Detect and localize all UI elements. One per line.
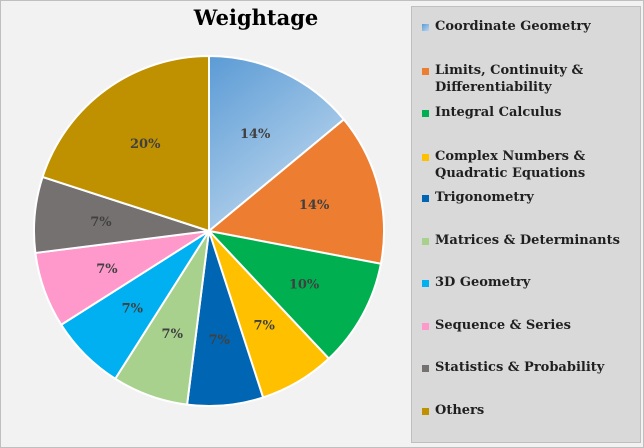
legend-swatch <box>422 110 429 117</box>
legend-swatch <box>422 195 429 202</box>
legend-swatch <box>422 280 429 287</box>
legend-label-line: Trigonometry <box>435 190 534 205</box>
legend-label-line: Sequence & Series <box>435 318 571 333</box>
legend-label: Trigonometry <box>435 189 635 206</box>
pie-slice-10 <box>41 54 210 233</box>
legend-label: Others <box>435 402 635 419</box>
slice-data-label-8: 7% <box>96 262 118 277</box>
slice-data-label-9: 7% <box>90 215 112 230</box>
legend-label-line: 3D Geometry <box>435 275 531 290</box>
legend-label: Statistics & Probability <box>435 359 635 376</box>
legend-label-line: Differentiability <box>435 80 552 95</box>
legend-label: Matrices & Determinants <box>435 232 635 249</box>
slice-data-label-2: 14% <box>299 198 330 213</box>
legend-label-line: Coordinate Geometry <box>435 19 591 34</box>
legend-label-line: Complex Numbers & <box>435 149 586 164</box>
legend-swatch <box>422 68 429 75</box>
pie-slice-3 <box>206 229 383 360</box>
slice-data-label-10: 20% <box>130 137 161 152</box>
pie-chart: 14% 14% 10% 7% 7% 7% 7% 7% 7% 20% <box>33 54 385 407</box>
slice-data-label-4: 7% <box>254 318 276 333</box>
legend-swatch <box>422 408 429 415</box>
pie-slice-1 <box>208 54 346 234</box>
slice-data-label-7: 7% <box>122 302 144 317</box>
legend-label-line: Others <box>435 403 485 418</box>
legend-label: Complex Numbers & Quadratic Equations <box>435 148 635 182</box>
slice-data-label-3: 10% <box>289 277 320 292</box>
legend-label: Sequence & Series <box>435 317 635 334</box>
pie-slice-2 <box>206 118 385 265</box>
legend-label: Limits, Continuity & Differentiability <box>435 62 635 96</box>
legend-swatch <box>422 365 429 372</box>
legend-label: Coordinate Geometry <box>435 18 635 35</box>
legend-swatch <box>422 238 429 245</box>
legend-swatch <box>422 323 429 330</box>
legend-label: Integral Calculus <box>435 104 635 121</box>
slice-data-label-5: 7% <box>209 333 231 348</box>
slice-data-label-1: 14% <box>240 127 271 142</box>
slice-data-label-6: 7% <box>162 327 184 342</box>
legend-swatch <box>422 154 429 161</box>
legend-label-line: Integral Calculus <box>435 105 562 120</box>
chart-title: Weightage <box>193 5 319 30</box>
legend-label-line: Matrices & Determinants <box>435 233 620 248</box>
legend-label-line: Statistics & Probability <box>435 360 605 375</box>
legend-swatch <box>422 24 429 31</box>
legend-label-line: Quadratic Equations <box>435 166 586 181</box>
legend: Coordinate Geometry Limits, Continuity & D… <box>411 6 641 443</box>
legend-label-line: Limits, Continuity & <box>435 63 584 78</box>
legend-label: 3D Geometry <box>435 274 635 291</box>
